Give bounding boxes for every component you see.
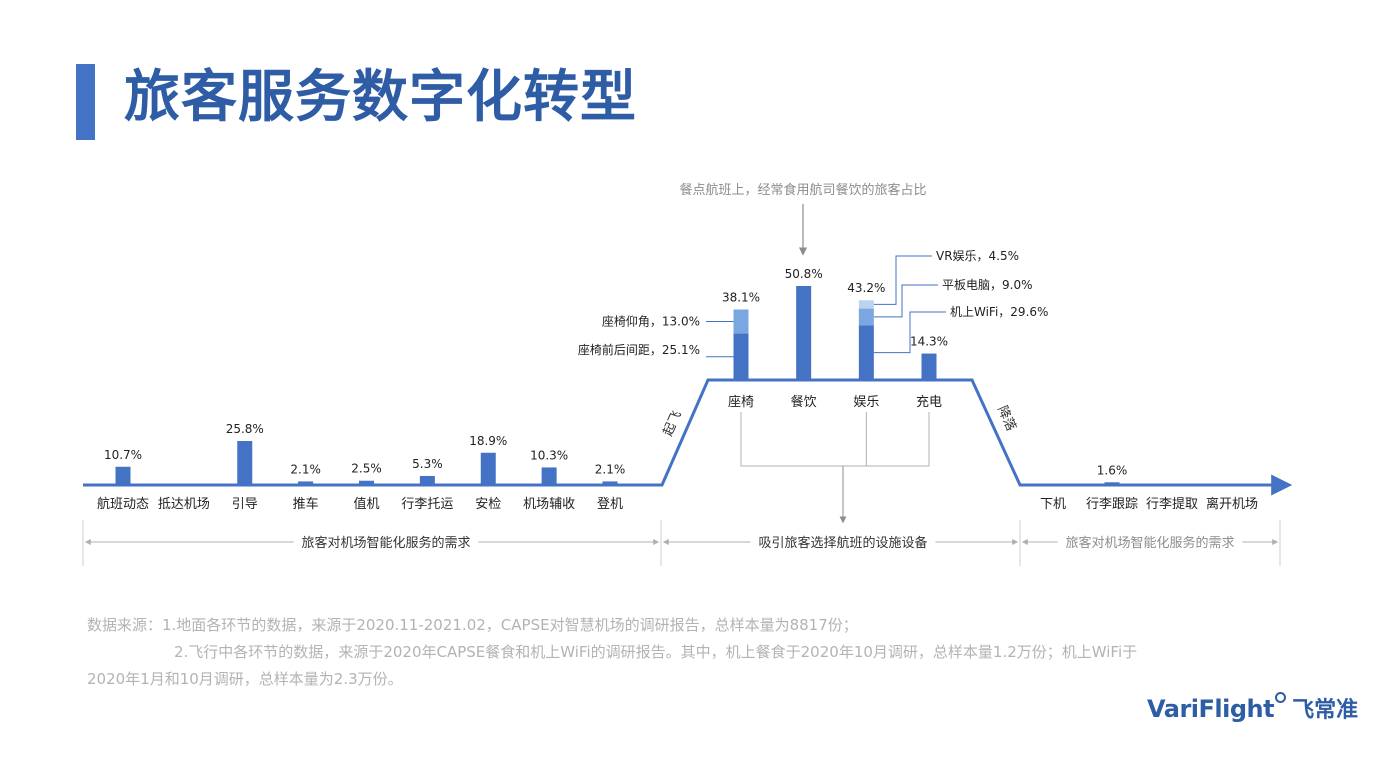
takeoff-label: 起飞 <box>661 409 685 439</box>
entertainment-segment-label: 机上WiFi，29.6% <box>950 305 1048 319</box>
source-line-2: 2.飞行中各环节的数据，来源于2020年CAPSE餐食和机上WiFi的调研报告。… <box>174 643 1138 661</box>
ground-bar <box>115 466 131 485</box>
ground-data-label: 5.3% <box>412 457 443 471</box>
logo-cn: 飞常准 <box>1292 698 1359 723</box>
flight-data-label: 50.8% <box>785 267 823 281</box>
entertainment-leader-line <box>873 255 932 305</box>
ground-tick-label: 安检 <box>475 497 501 512</box>
arrival-tick-label: 行李跟踪 <box>1086 497 1138 512</box>
page-title: 旅客服务数字化转型 <box>124 65 637 130</box>
ground-tick-label: 抵达机场 <box>158 497 210 512</box>
ground-tick-label: 登机 <box>597 497 623 512</box>
ground-bar <box>541 467 557 485</box>
seat-segment-label: 座椅仰角，13.0% <box>602 314 700 329</box>
flight-path-axis <box>83 378 1293 496</box>
flight-bar-segment <box>733 309 749 334</box>
arrival-bar <box>1104 482 1120 485</box>
flight-bar-segment <box>733 333 749 380</box>
flight-bar-segment <box>796 286 812 380</box>
flight-tick-label: 餐饮 <box>791 394 817 410</box>
ground-data-label: 2.1% <box>290 462 321 476</box>
arrival-tick-label: 下机 <box>1040 497 1066 512</box>
arrival-data-label: 1.6% <box>1097 463 1128 477</box>
ground-bar <box>602 481 618 485</box>
section-label: 旅客对机场智能化服务的需求 <box>1065 535 1234 551</box>
ground-data-label: 2.1% <box>595 462 626 476</box>
flight-data-label: 14.3% <box>910 335 948 349</box>
flight-tick-label: 充电 <box>916 394 942 410</box>
arrival-tick-label: 行李提取 <box>1146 496 1198 512</box>
flight-tick-label: 娱乐 <box>853 395 879 410</box>
entertainment-segment-label: VR娱乐，4.5% <box>936 249 1019 263</box>
section-label: 吸引旅客选择航班的设施设备 <box>758 535 927 551</box>
flight-bar-segment <box>858 325 874 380</box>
ground-bar <box>298 481 314 485</box>
ground-bar <box>359 480 374 485</box>
section-label: 旅客对机场智能化服务的需求 <box>301 535 470 551</box>
ground-tick-label: 引导 <box>232 497 258 512</box>
ground-data-label: 10.3% <box>530 448 568 462</box>
flight-bar-segment <box>921 353 937 380</box>
ground-bar <box>237 441 253 485</box>
arrival-tick-label: 离开机场 <box>1206 496 1258 512</box>
data-source-note: 数据来源：1.地面各环节的数据，来源于2020.11-2021.02，CAPSE… <box>87 612 1287 693</box>
flight-bar-segment <box>858 308 874 326</box>
flight-bar-segment <box>858 300 874 309</box>
ground-tick-label: 推车 <box>293 496 319 512</box>
flight-data-label: 43.2% <box>847 281 885 295</box>
ground-data-label: 10.7% <box>104 448 142 462</box>
logo-en: VariFlight <box>1147 695 1275 723</box>
ground-data-label: 25.8% <box>226 422 264 436</box>
source-line-1: 数据来源：1.地面各环节的数据，来源于2020.11-2021.02，CAPSE… <box>87 616 858 634</box>
flight-data-label: 38.1% <box>722 291 760 305</box>
ground-bar <box>419 475 435 485</box>
ground-data-label: 18.9% <box>469 434 507 448</box>
seat-segment-label: 座椅前后间距，25.1% <box>578 342 700 357</box>
entertainment-leader-line <box>873 284 938 318</box>
landing-label: 降落 <box>994 404 1018 434</box>
ground-tick-label: 航班动态 <box>97 496 149 512</box>
ground-tick-label: 值机 <box>353 496 379 512</box>
ground-tick-label: 行李托运 <box>401 497 453 512</box>
flight-tick-label: 座椅 <box>728 395 754 410</box>
entertainment-segment-label: 平板电脑，9.0% <box>942 278 1033 292</box>
title-accent-bar <box>76 64 95 140</box>
meal-note: 餐点航班上，经常食用航司餐饮的旅客占比 <box>679 182 926 198</box>
ground-tick-label: 机场辅收 <box>523 497 575 512</box>
ground-bar <box>480 452 496 485</box>
ground-data-label: 2.5% <box>351 462 382 476</box>
flight-bracket <box>740 412 930 467</box>
source-line-3: 2020年1月和10月调研，总样本量为2.3万份。 <box>87 670 403 688</box>
variflight-logo: VariFlight 飞常准 <box>1147 692 1358 726</box>
logo-dot-icon <box>1275 692 1287 703</box>
entertainment-leader-line <box>873 311 946 354</box>
